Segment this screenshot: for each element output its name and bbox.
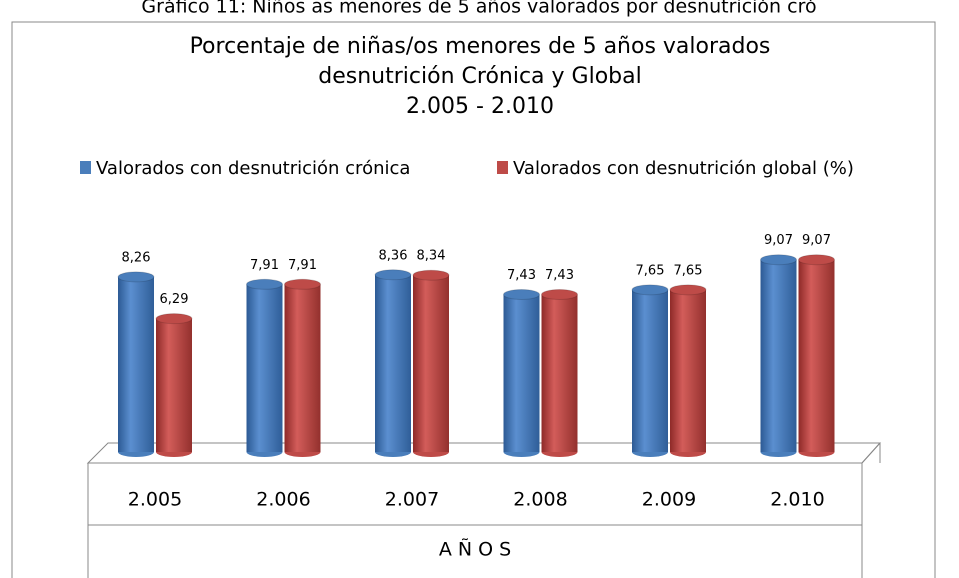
bar-top	[246, 278, 283, 290]
x-tick-label: 2.006	[256, 489, 310, 511]
x-tick-label: 2.010	[770, 489, 824, 511]
bar-body	[632, 289, 668, 452]
bar-top	[669, 284, 707, 296]
x-tick-label: 2.005	[128, 489, 182, 511]
data-label: 8,26	[122, 250, 151, 265]
data-label: 7,65	[636, 263, 665, 278]
bar-top	[631, 284, 669, 296]
bar-top	[760, 254, 797, 266]
bar	[503, 288, 540, 457]
bar	[631, 284, 669, 457]
bar-body	[760, 259, 797, 452]
bar-top	[503, 288, 540, 300]
bar	[246, 278, 283, 457]
bar	[412, 269, 450, 457]
bar	[117, 271, 155, 457]
x-tick-label: 2.007	[385, 489, 439, 511]
bar-body	[284, 284, 321, 452]
bar-top	[412, 269, 450, 281]
bar-top	[117, 271, 155, 283]
bar-top	[374, 269, 412, 281]
data-label: 7,65	[674, 263, 703, 278]
bar	[155, 313, 193, 457]
legend-label: Valorados con desnutrición crónica	[96, 158, 410, 179]
bar	[798, 254, 835, 457]
legend-swatch	[80, 161, 91, 174]
data-label: 9,07	[764, 233, 793, 248]
x-axis-title: A Ñ O S	[439, 538, 511, 561]
data-label: 9,07	[802, 233, 831, 248]
bar	[669, 284, 707, 457]
data-label: 7,91	[250, 258, 279, 273]
bar-top	[284, 278, 321, 290]
chart-frame	[11, 21, 936, 578]
bar-top	[155, 313, 193, 325]
bar-body	[118, 276, 154, 452]
bar-body	[670, 289, 706, 452]
caption: Gráfico 11: Niños as menores de 5 años v…	[141, 0, 816, 18]
bar-top	[798, 254, 835, 266]
bar-body	[503, 294, 540, 452]
bar	[760, 254, 797, 457]
legend-label: Valorados con desnutrición global (%)	[513, 158, 854, 179]
table-line	[861, 442, 881, 464]
bar-body	[156, 318, 192, 452]
chart-title: Porcentaje de niñas/os menores de 5 años…	[190, 34, 771, 59]
bar-body	[541, 294, 578, 452]
data-label: 8,36	[379, 248, 408, 263]
data-label: 7,43	[507, 268, 536, 283]
data-label: 6,29	[160, 292, 189, 307]
chart-title: desnutrición Crónica y Global	[318, 64, 641, 89]
data-label: 8,34	[417, 249, 446, 264]
bar	[374, 269, 412, 457]
bar-body	[413, 275, 449, 452]
bar	[284, 278, 321, 457]
x-tick-label: 2.008	[513, 489, 567, 511]
bar-body	[798, 259, 835, 452]
data-label: 7,91	[288, 258, 317, 273]
bar-body	[375, 274, 411, 452]
data-label: 7,43	[545, 268, 574, 283]
bar-body	[246, 284, 283, 452]
legend-swatch	[497, 161, 508, 174]
x-tick-label: 2.009	[642, 489, 696, 511]
bar-top	[541, 288, 578, 300]
bar	[541, 288, 578, 457]
chart-title: 2.005 - 2.010	[406, 94, 554, 119]
